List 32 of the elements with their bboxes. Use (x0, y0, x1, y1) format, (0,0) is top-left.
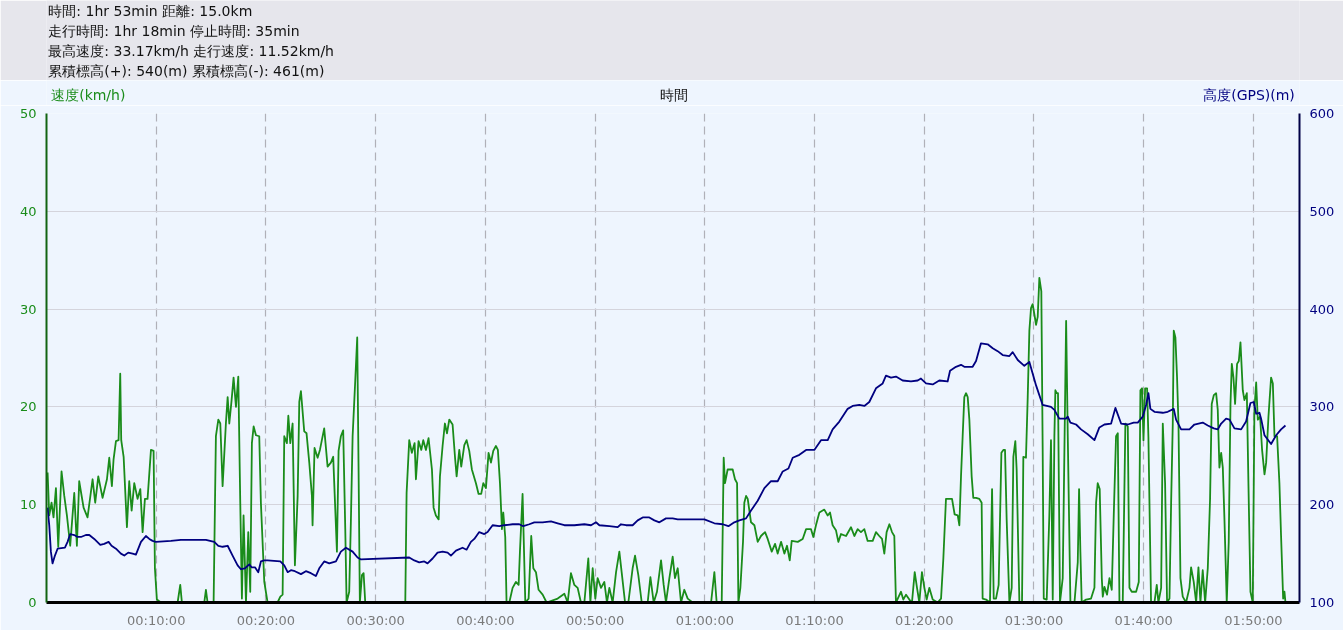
x-tick-label: 00:40:00 (456, 612, 515, 628)
y2-tick-label: 200 (1309, 497, 1335, 513)
y-tick-label: 30 (19, 301, 37, 317)
y2-tick-label: 300 (1309, 399, 1335, 415)
x-tick-label: 01:40:00 (1114, 612, 1173, 628)
y2-tick-label: 600 (1309, 106, 1335, 121)
y-tick-label: 10 (19, 497, 37, 513)
x-tick-label: 00:20:00 (236, 612, 296, 628)
y2-axis-title: 高度(GPS)(m) (1203, 86, 1295, 103)
x-tick-label: 01:50:00 (1224, 612, 1283, 628)
text: 走行時間: 1hr 18min 停止時間: 35min (48, 22, 300, 39)
line-series (46, 342, 1287, 577)
text: 最高速度: 33.17km/h 走行速度: 11.52km/h (48, 42, 334, 59)
x-tick-label: 01:20:00 (895, 612, 954, 628)
y2-tick-label: 100 (1309, 595, 1335, 610)
text: 時間: 1hr 53min 距離: 15.0km (48, 2, 253, 19)
y-tick-label: 20 (19, 399, 37, 415)
text: 累積標高(+): 540(m) 累積標高(-): 461(m) (48, 62, 325, 79)
y2-tick-label: 500 (1309, 203, 1335, 219)
x-axis-title: 時間 (659, 86, 688, 103)
y-tick-label: 50 (19, 106, 37, 121)
y2-tick-label: 400 (1309, 301, 1335, 317)
x-tick-label: 01:00:00 (675, 612, 735, 628)
x-tick-label: 00:10:00 (127, 612, 186, 628)
x-tick-label: 00:30:00 (346, 612, 405, 628)
x-tick-label: 01:30:00 (1004, 612, 1064, 628)
line-series (46, 276, 1287, 603)
x-tick-label: 00:50:00 (565, 612, 625, 628)
x-tick-label: 01:10:00 (785, 612, 844, 628)
y-tick-label: 40 (19, 203, 37, 219)
y-axis-title: 速度(km/h) (51, 86, 126, 103)
y-tick-label: 0 (28, 595, 37, 610)
